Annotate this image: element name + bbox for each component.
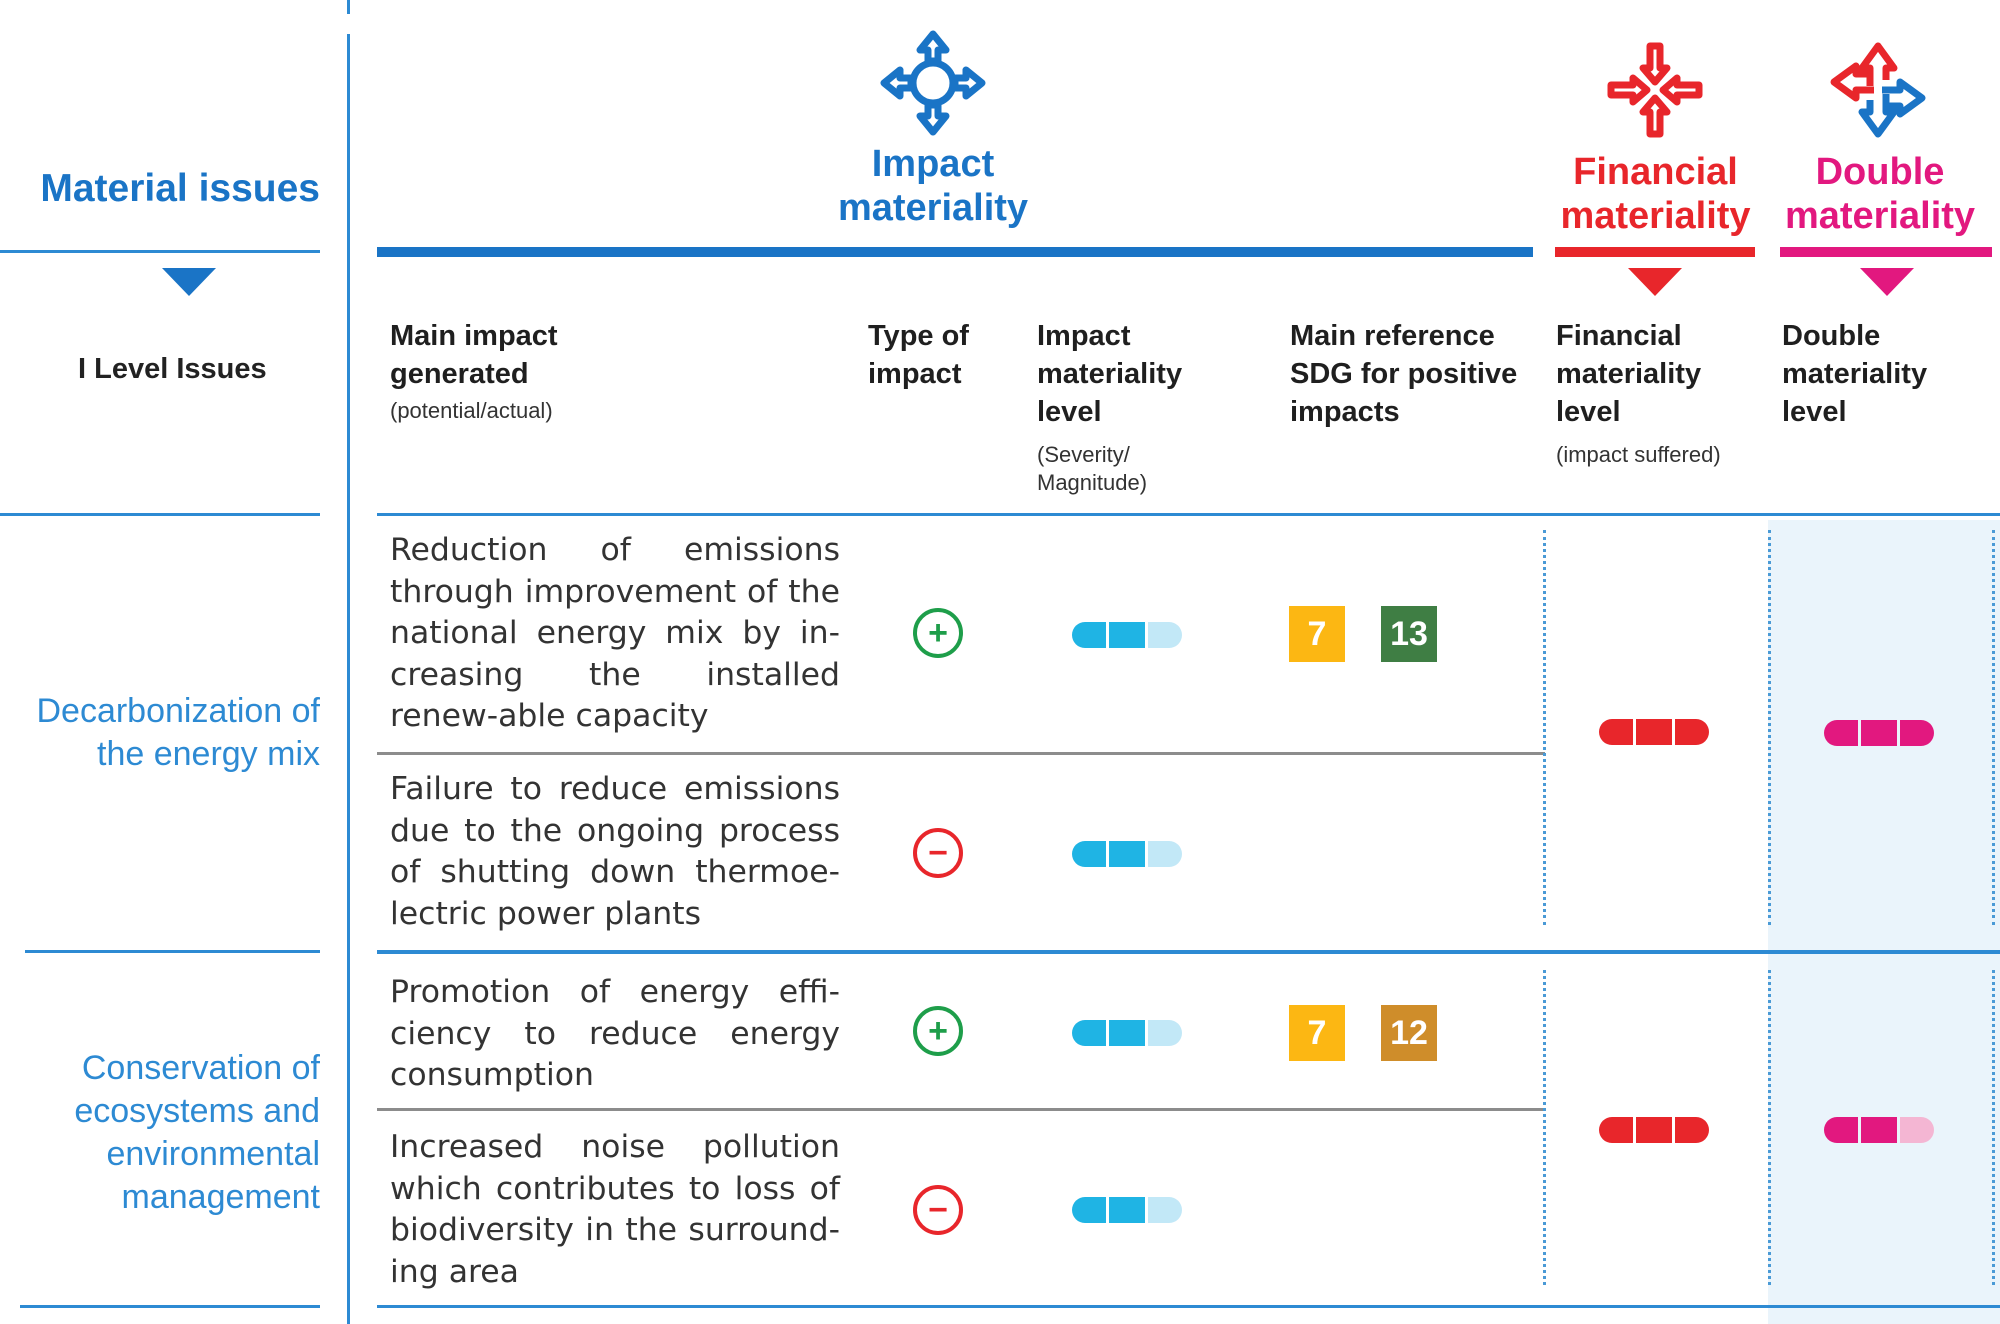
impact-level-bar [1072, 1020, 1182, 1046]
impact-description: Increased noise pollution which contribu… [390, 1129, 840, 1290]
sdg-badge-12: 12 [1381, 1005, 1437, 1061]
sdg-badge-7: 7 [1289, 606, 1345, 662]
dotted-divider [1992, 530, 1995, 925]
level-segment [1148, 841, 1182, 867]
issue-name: Conservation of ecosystems and environme… [74, 1049, 320, 1216]
material-issues-arrow-icon [162, 268, 216, 296]
double-materiality-icon [1830, 42, 1926, 138]
double-materiality-title: Double materiality [1784, 151, 1976, 237]
financial-materiality-rule [1555, 247, 1755, 257]
positive-impact-icon: + [913, 608, 963, 658]
level-segment [1072, 1020, 1106, 1046]
financial-level-bar [1599, 719, 1709, 745]
positive-impact-icon: + [913, 1006, 963, 1056]
level-segment [1861, 720, 1897, 746]
level-segment [1599, 719, 1633, 745]
double-arrow-icon [1860, 268, 1914, 296]
col-main-impact-title: Main impact generated [390, 320, 558, 390]
level-segment [1636, 1117, 1672, 1143]
financial-arrow-icon [1628, 268, 1682, 296]
col-main-impact-sub: (potential/actual) [390, 398, 553, 423]
col-double-level: Double materiality level [1782, 320, 1928, 428]
impact-materiality-rule [377, 247, 1533, 257]
left-rule-1 [0, 513, 320, 516]
col-main-impact: Main impact generated (potential/actual) [390, 317, 690, 425]
sdg-badge-7: 7 [1289, 1005, 1345, 1061]
financial-materiality-icon [1607, 42, 1703, 138]
double-materiality-rule [1780, 247, 1992, 257]
row-divider-2 [377, 1108, 1545, 1111]
level-segment [1072, 1197, 1106, 1223]
col-impact-level-title: Impact materiality level [1037, 320, 1183, 428]
col-type-of-impact: Type of impact [868, 320, 969, 390]
negative-impact-icon: − [913, 828, 963, 878]
row-divider-1 [377, 752, 1545, 755]
left-header-rule [0, 250, 320, 253]
level-segment [1675, 1117, 1709, 1143]
left-vertical-divider [347, 34, 350, 1324]
level-segment [1148, 1197, 1182, 1223]
level-segment [1109, 622, 1145, 648]
dotted-divider [1768, 530, 1771, 925]
level-segment [1109, 1020, 1145, 1046]
level-segment [1824, 720, 1858, 746]
col-financial-level-sub: (impact suffered) [1556, 442, 1721, 467]
impact-level-bar [1072, 622, 1182, 648]
material-issues-title: Material issues [40, 167, 320, 210]
level-segment [1900, 1117, 1934, 1143]
impact-materiality-title: Impact materiality [837, 143, 1029, 229]
level-segment [1861, 1117, 1897, 1143]
impact-description: Reduction of emissions through improveme… [390, 532, 840, 734]
level-issues-label: I Level Issues [78, 353, 267, 385]
level-segment [1148, 622, 1182, 648]
level-segment [1599, 1117, 1633, 1143]
financial-level-bar [1599, 1117, 1709, 1143]
dotted-divider [1768, 970, 1771, 1285]
double-column-shade [1768, 520, 2000, 1324]
group-divider [377, 950, 2000, 954]
col-sdg: Main reference SDG for positive impacts [1290, 320, 1518, 428]
col-financial-level-title: Financial materiality level [1556, 320, 1702, 428]
level-segment [1148, 1020, 1182, 1046]
level-segment [1109, 1197, 1145, 1223]
table-bottom-rule [377, 1305, 2000, 1308]
impact-level-bar [1072, 841, 1182, 867]
dotted-divider [1543, 530, 1546, 925]
level-segment [1072, 841, 1106, 867]
dotted-divider [1992, 970, 1995, 1285]
impact-description: Failure to reduce emissions due to the o… [390, 771, 840, 932]
col-financial-level: Financial materiality level (impact suff… [1556, 317, 1766, 469]
financial-materiality-title: Financial materiality [1560, 151, 1751, 237]
sdg-badge-13: 13 [1381, 606, 1437, 662]
impact-level-bar [1072, 1197, 1182, 1223]
left-rule-3 [20, 1305, 320, 1308]
level-segment [1900, 720, 1934, 746]
level-segment [1636, 719, 1672, 745]
impact-description: Promotion of energy effi-ciency to reduc… [390, 974, 840, 1093]
impact-materiality-icon [880, 30, 986, 136]
table-top-rule [377, 513, 2000, 516]
negative-impact-icon: − [913, 1185, 963, 1235]
level-segment [1824, 1117, 1858, 1143]
left-vertical-divider [347, 0, 350, 14]
left-rule-2 [25, 950, 320, 953]
double-level-bar [1824, 1117, 1934, 1143]
col-impact-level-sub: (Severity/ Magnitude) [1037, 442, 1148, 495]
dotted-divider [1543, 970, 1546, 1285]
double-level-bar [1824, 720, 1934, 746]
col-impact-level: Impact materiality level (Severity/ Magn… [1037, 317, 1217, 497]
level-segment [1109, 841, 1145, 867]
level-segment [1675, 719, 1709, 745]
issue-name: Decarbonization of the energy mix [36, 692, 320, 773]
level-segment [1072, 622, 1106, 648]
